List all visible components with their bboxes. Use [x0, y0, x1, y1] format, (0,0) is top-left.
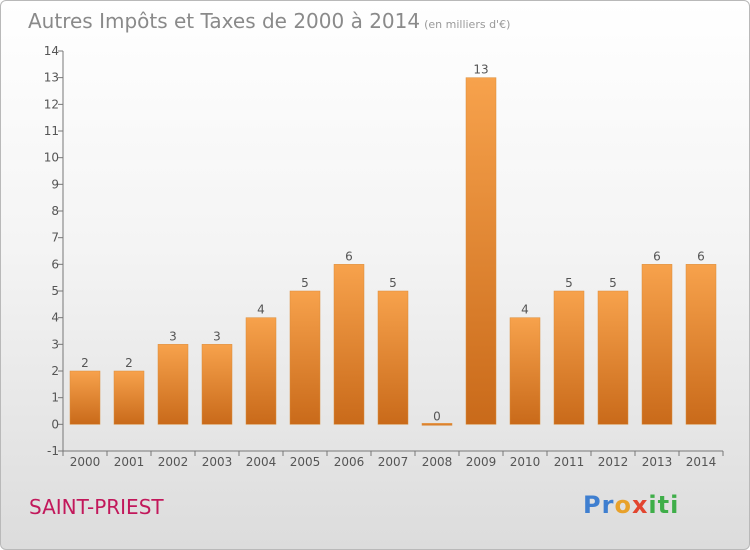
data-labels-group: 2 2 3 3 4 5 6 5 0 13 4 5 5 6 6	[81, 63, 705, 424]
bar-2000	[69, 370, 101, 425]
data-label-2011: 5	[565, 276, 573, 290]
data-label-2010: 4	[521, 303, 529, 317]
y-tick-label: 6	[51, 257, 59, 271]
y-tick-label: 9	[51, 177, 59, 191]
x-tick-label: 2006	[334, 455, 365, 469]
x-tick-label: 2010	[510, 455, 541, 469]
data-label-2003: 3	[213, 329, 221, 343]
y-tick-label: 11	[44, 124, 59, 138]
bar-2002	[157, 344, 189, 425]
y-tick-label: 4	[51, 311, 59, 325]
data-label-2012: 5	[609, 276, 617, 290]
bar-2009	[465, 77, 497, 425]
data-label-2006: 6	[345, 249, 353, 263]
data-label-2008: 0	[433, 409, 441, 423]
data-label-2004: 4	[257, 303, 265, 317]
x-tick-label: 2007	[378, 455, 409, 469]
bar-2003	[201, 344, 233, 425]
data-label-2000: 2	[81, 356, 89, 370]
bar-2012	[597, 290, 629, 425]
x-tick-label: 2005	[290, 455, 321, 469]
y-tick-label: 5	[51, 284, 59, 298]
x-tick-label: 2004	[246, 455, 277, 469]
data-label-2014: 6	[697, 249, 705, 263]
proxiti-logo: Proxiti	[583, 491, 680, 519]
x-tick-label: 2011	[554, 455, 585, 469]
bar-2010	[509, 317, 541, 425]
x-tick-label: 2003	[202, 455, 233, 469]
y-tick-label: 12	[44, 97, 59, 111]
bar-2008	[421, 423, 453, 426]
data-label-2001: 2	[125, 356, 133, 370]
y-tick-label: 1	[51, 391, 59, 405]
chart-title-text: Autres Impôts et Taxes de 2000 à 2014	[28, 9, 421, 33]
location-name: SAINT-PRIEST	[29, 495, 164, 519]
x-tick-label: 2012	[598, 455, 629, 469]
bar-2013	[641, 264, 673, 425]
x-tick-label: 2002	[158, 455, 189, 469]
x-tick-label: 2013	[642, 455, 673, 469]
bar-2001	[113, 370, 145, 425]
y-tick-label: 13	[44, 71, 59, 85]
y-tick-label: 8	[51, 204, 59, 218]
x-tick-label: 2000	[70, 455, 101, 469]
bar-2005	[289, 290, 321, 425]
x-tick-label: 2001	[114, 455, 145, 469]
bar-2014	[685, 264, 717, 425]
bar-2006	[333, 264, 365, 425]
data-label-2005: 5	[301, 276, 309, 290]
y-tick-label: 7	[51, 231, 59, 245]
bar-2007	[377, 290, 409, 425]
x-tick-label: 2014	[686, 455, 717, 469]
data-label-2013: 6	[653, 249, 661, 263]
y-tick-label: 10	[44, 151, 59, 165]
data-label-2007: 5	[389, 276, 397, 290]
bar-2004	[245, 317, 277, 425]
y-tick-label: 2	[51, 364, 59, 378]
data-label-2009: 13	[473, 63, 488, 77]
bars-group	[69, 77, 717, 426]
y-tick-label: 14	[44, 44, 59, 58]
x-tick-label: 2009	[466, 455, 497, 469]
chart-title: Autres Impôts et Taxes de 2000 à 2014 (en…	[28, 9, 510, 33]
y-tick-label: 3	[51, 337, 59, 351]
x-tick-label: 2008	[422, 455, 453, 469]
data-label-2002: 3	[169, 329, 177, 343]
bar-2011	[553, 290, 585, 425]
y-tick-label: -1	[47, 444, 59, 458]
chart-unit: (en milliers d'€)	[424, 18, 511, 31]
y-tick-label: 0	[51, 417, 59, 431]
